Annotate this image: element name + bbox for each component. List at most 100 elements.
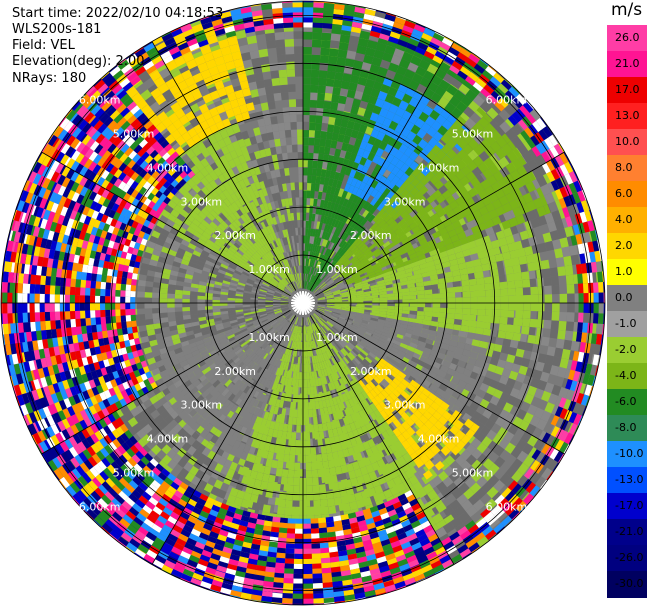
gate-cell — [335, 245, 341, 253]
gate-cell — [159, 307, 168, 314]
gate-cell — [559, 237, 569, 249]
gate-cell — [342, 276, 350, 282]
gate-cell — [137, 319, 146, 327]
gate-cell — [323, 239, 329, 247]
gate-cell — [330, 286, 338, 291]
gate-cell — [303, 182, 308, 190]
gate-cell — [137, 291, 145, 298]
gate-cell — [303, 159, 309, 168]
gate-cell — [321, 285, 329, 291]
gate-cell — [565, 321, 575, 332]
gate-cell — [540, 259, 550, 270]
gate-cell — [404, 271, 413, 278]
gate-cell — [563, 339, 573, 351]
gate-cell — [527, 158, 539, 171]
gate-cell — [325, 297, 333, 300]
gate-cell — [317, 295, 325, 299]
gate-cell — [564, 226, 575, 238]
gate-cell — [511, 135, 523, 148]
gate-cell — [357, 107, 366, 117]
gate-cell — [316, 292, 324, 297]
gate-cell — [566, 284, 575, 294]
gate-cell — [316, 293, 324, 297]
gate-cell — [354, 51, 366, 62]
gate-cell — [189, 295, 198, 300]
gate-cell — [463, 106, 475, 118]
gate-cell — [308, 144, 315, 153]
gate-cell — [551, 303, 560, 312]
gate-cell — [335, 280, 343, 286]
gate-cell — [542, 268, 551, 278]
gate-cell — [190, 310, 198, 315]
gate-cell — [311, 46, 321, 55]
gate-cell — [159, 292, 168, 299]
gate-cell — [159, 288, 168, 294]
gate-cell — [540, 336, 550, 347]
gate-cell — [340, 296, 349, 300]
gate-cell — [348, 35, 360, 45]
gate-cell — [516, 143, 529, 156]
gate-cell — [340, 180, 347, 190]
gate-cell — [354, 288, 363, 293]
gate-cell — [204, 299, 213, 303]
gate-cell — [564, 265, 574, 276]
gate-cell — [544, 294, 553, 303]
gate-cell — [204, 296, 213, 300]
gate-cell — [314, 289, 322, 295]
gate-cell — [522, 151, 534, 163]
gate-cell — [540, 183, 552, 196]
gate-cell — [326, 278, 333, 285]
gate-cell — [306, 280, 309, 289]
gate-cell — [338, 229, 345, 238]
gate-cell — [458, 83, 471, 95]
gate-cell — [197, 306, 206, 311]
gate-cell — [503, 210, 514, 221]
gate-cell — [366, 222, 374, 231]
gate-cell — [496, 267, 505, 276]
gate-cell — [458, 112, 470, 124]
gate-cell — [317, 298, 326, 301]
gate-cell — [317, 296, 325, 300]
gate-cell — [331, 273, 339, 280]
gate-cell — [563, 255, 573, 267]
gate-cell — [351, 229, 359, 238]
gate-cell — [174, 298, 183, 303]
gate-cell — [308, 258, 311, 266]
gate-cell — [174, 311, 183, 317]
gate-cell — [544, 240, 555, 252]
gate-cell — [536, 175, 548, 188]
gate-cell — [182, 306, 191, 312]
gate-cell — [339, 290, 347, 294]
gate-cell — [308, 129, 316, 138]
gate-cell — [486, 107, 499, 120]
gate-cell — [382, 240, 391, 249]
gate-cell — [136, 297, 145, 303]
gate-cell — [316, 252, 322, 261]
gate-cell — [337, 284, 346, 289]
gate-cell — [544, 303, 553, 312]
gate-cell — [567, 293, 575, 303]
gate-cell — [493, 114, 505, 127]
gate-cell — [309, 266, 313, 274]
gate-cell — [564, 330, 574, 341]
gate-cell — [354, 90, 364, 100]
gate-cell — [544, 285, 552, 295]
gate-cell — [528, 108, 541, 122]
gate-cell — [310, 220, 315, 229]
gate-cell — [479, 101, 492, 113]
gate-cell — [345, 284, 354, 290]
gate-cell — [524, 342, 534, 352]
gate-cell — [319, 271, 326, 279]
gate-cell — [314, 287, 321, 294]
gate-cell — [465, 220, 476, 230]
gate-cell — [317, 297, 326, 300]
gate-cell — [492, 223, 502, 234]
gate-cell — [318, 183, 324, 192]
gate-cell — [450, 77, 463, 90]
gate-cell — [407, 283, 416, 289]
gate-cell — [144, 291, 153, 298]
gate-cell — [321, 122, 329, 132]
gate-cell — [555, 257, 565, 268]
gate-cell — [517, 341, 527, 351]
